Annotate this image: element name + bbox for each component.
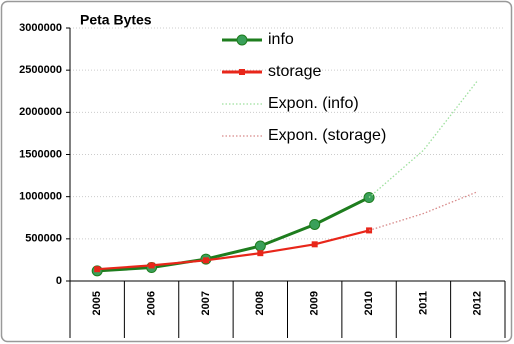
point	[148, 262, 155, 269]
legend-label: Expon. (info)	[268, 95, 359, 112]
trend-line	[368, 191, 479, 232]
x-tick-label: 2006	[145, 291, 157, 315]
point	[254, 240, 266, 252]
series-line	[97, 229, 370, 271]
legend-label: storage	[268, 63, 321, 80]
legend-label: info	[268, 31, 294, 48]
point	[309, 218, 321, 230]
x-tick-label: 2011	[417, 291, 429, 315]
point	[257, 250, 264, 257]
series-line	[97, 196, 370, 273]
point	[94, 266, 101, 273]
x-tick-label: 2008	[254, 291, 266, 315]
x-tick-label: 2012	[472, 291, 484, 315]
point	[202, 257, 209, 264]
y-tick-label: 0	[56, 275, 62, 287]
legend-label: Expon. (storage)	[268, 127, 386, 144]
legend-marker	[239, 69, 245, 75]
x-tick-label: 2010	[363, 291, 375, 315]
chart-title: Peta Bytes	[80, 12, 152, 28]
y-tick-label: 3000000	[19, 22, 62, 34]
point	[311, 241, 318, 248]
y-tick-label: 1000000	[19, 191, 62, 203]
y-tick-label: 1500000	[19, 148, 62, 160]
x-tick-label: 2007	[200, 291, 212, 315]
x-tick-label: 2009	[309, 291, 321, 315]
y-tick-label: 2500000	[19, 64, 62, 76]
y-tick-label: 500000	[25, 233, 62, 245]
legend-marker	[236, 34, 248, 46]
x-tick-label: 2005	[91, 291, 103, 315]
y-tick-label: 2000000	[19, 106, 62, 118]
